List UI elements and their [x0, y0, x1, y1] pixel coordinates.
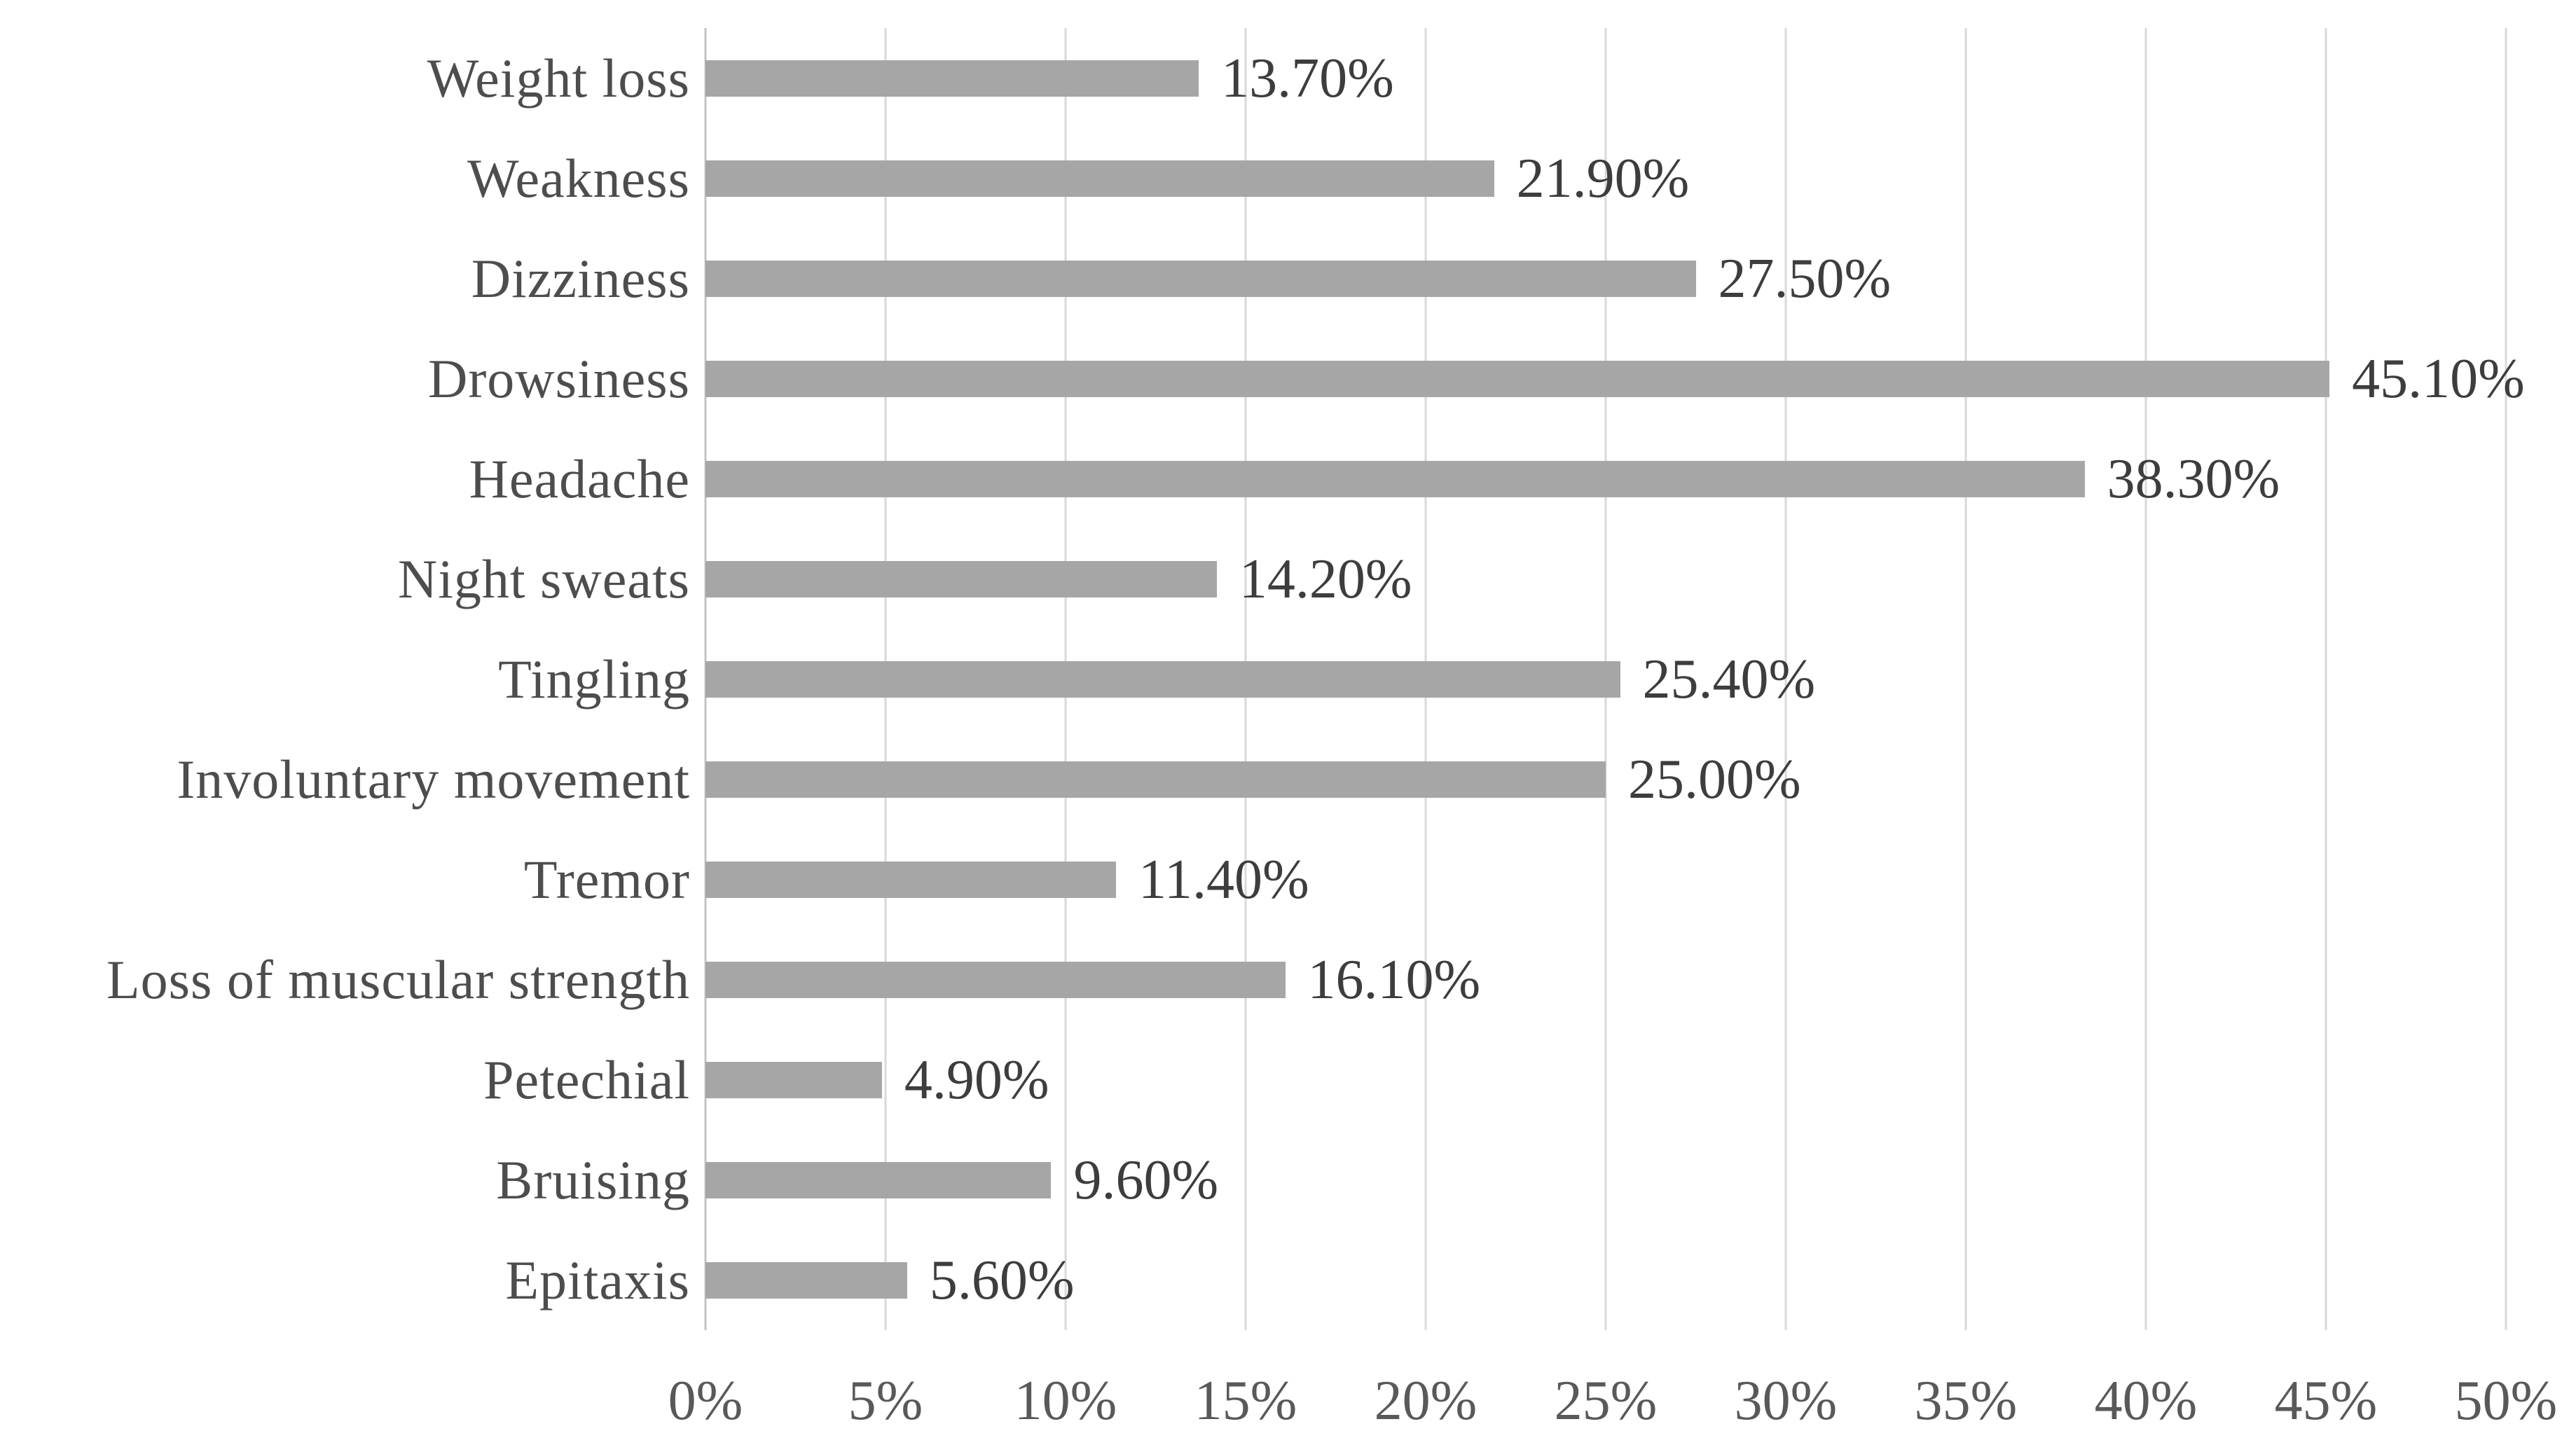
bar	[705, 761, 1606, 798]
chart-row: 11.40%	[705, 829, 2506, 929]
x-axis-tick-label: 35%	[1914, 1370, 2018, 1432]
chart-row: 14.20%	[705, 529, 2506, 629]
bar	[705, 1261, 907, 1299]
x-axis-tick-label: 30%	[1734, 1370, 1838, 1432]
chart-row: 16.10%	[705, 929, 2506, 1030]
category-label: Dizziness	[471, 247, 690, 309]
category-row: Dizziness	[0, 228, 690, 329]
category-label: Involuntary movement	[177, 748, 690, 810]
value-label: 25.40%	[1642, 648, 1816, 710]
category-label: Bruising	[496, 1149, 690, 1210]
category-label: Tingling	[498, 648, 690, 710]
chart-row: 45.10%	[705, 329, 2525, 429]
value-label: 9.60%	[1073, 1149, 1219, 1211]
gridline	[1964, 28, 1967, 1330]
category-row: Headache	[0, 429, 690, 529]
chart-row: 25.00%	[705, 729, 2506, 829]
bar	[705, 560, 1217, 597]
x-axis: 0% 5% 10% 15% 20% 25% 30% 35% 40% 45% 50%	[668, 1370, 2558, 1447]
category-row: Bruising	[0, 1130, 690, 1230]
bar	[705, 360, 2330, 397]
value-label: 38.30%	[2107, 448, 2280, 510]
category-label: Epitaxis	[505, 1249, 690, 1311]
x-axis-tick-label: 45%	[2274, 1370, 2378, 1432]
value-label: 5.60%	[929, 1249, 1075, 1311]
category-label: Drowsiness	[428, 347, 690, 409]
chart-row: 5.60%	[705, 1230, 2506, 1330]
chart-row: 38.30%	[705, 429, 2506, 529]
category-row: Tingling	[0, 629, 690, 729]
category-label: Weight loss	[427, 47, 690, 109]
value-label: 27.50%	[1718, 247, 1892, 310]
chart-row: 21.90%	[705, 128, 2506, 228]
x-axis-tick-label: 5%	[848, 1370, 923, 1432]
bar	[705, 661, 1620, 698]
value-label: 4.90%	[904, 1049, 1049, 1111]
category-label: Loss of muscular strength	[106, 948, 690, 1010]
category-row: Tremor	[0, 829, 690, 929]
category-row: Petechial	[0, 1030, 690, 1130]
x-axis-tick-label: 25%	[1554, 1370, 1658, 1432]
chart-row: 4.90%	[705, 1030, 2506, 1130]
chart-row: 9.60%	[705, 1130, 2506, 1230]
plot-area: 13.70% 21.90% 27.50% 45.10% 38.30% 14.20% 25.4…	[705, 28, 2525, 1330]
category-row: Weakness	[0, 128, 690, 228]
bar	[705, 260, 1696, 297]
bar	[705, 1061, 882, 1098]
gridline	[1784, 28, 1787, 1330]
gridline	[2324, 28, 2327, 1330]
category-row: Epitaxis	[0, 1230, 690, 1330]
bar	[705, 961, 1286, 998]
value-label: 21.90%	[1516, 147, 1690, 209]
category-label: Tremor	[523, 848, 690, 910]
category-label: Night sweats	[397, 548, 690, 609]
category-row: Weight loss	[0, 28, 690, 128]
value-label: 45.10%	[2352, 347, 2525, 410]
value-label: 13.70%	[1221, 47, 1394, 109]
chart-row: 27.50%	[705, 228, 2506, 329]
category-label: Headache	[469, 448, 690, 509]
category-row: Involuntary movement	[0, 729, 690, 829]
gridline	[2144, 28, 2147, 1330]
value-label: 11.40%	[1138, 848, 1309, 911]
bar	[705, 460, 2085, 497]
x-axis-tick-label: 20%	[1374, 1370, 1478, 1432]
bar	[705, 60, 1199, 97]
category-axis: Weight loss Weakness Dizziness Drowsiness He…	[0, 28, 690, 1330]
category-label: Weakness	[467, 147, 690, 209]
category-row: Loss of muscular strength	[0, 929, 690, 1030]
bar	[705, 160, 1494, 197]
value-label: 25.00%	[1628, 748, 1801, 810]
category-row: Drowsiness	[0, 329, 690, 429]
gridline	[2505, 28, 2507, 1330]
bar	[705, 861, 1116, 898]
value-label: 14.20%	[1239, 548, 1412, 610]
x-axis-tick-label: 40%	[2094, 1370, 2198, 1432]
x-axis-tick-label: 10%	[1014, 1370, 1117, 1432]
chart-row: 25.40%	[705, 629, 2506, 729]
category-label: Petechial	[483, 1049, 690, 1110]
x-axis-tick-label: 15%	[1194, 1370, 1297, 1432]
bar	[705, 1161, 1052, 1198]
category-row: Night sweats	[0, 529, 690, 629]
value-label: 16.10%	[1307, 948, 1481, 1011]
x-axis-tick-label: 0%	[668, 1370, 743, 1432]
chart-row: 13.70%	[705, 28, 2506, 128]
x-axis-tick-label: 50%	[2454, 1370, 2558, 1432]
